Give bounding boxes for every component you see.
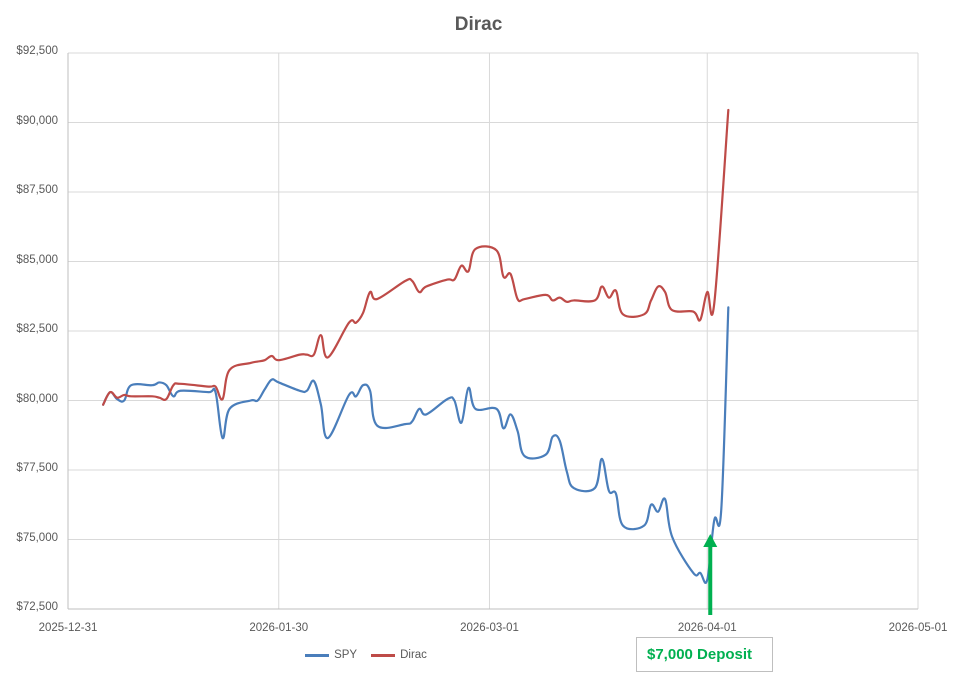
spy-swatch-icon (305, 653, 330, 657)
legend-label-spy: SPY (334, 649, 358, 661)
x-tick-label: 2026-05-01 (888, 622, 948, 634)
dirac-swatch-icon (371, 653, 396, 657)
up-arrow-icon (703, 534, 718, 615)
y-tick-label: $92,500 (16, 45, 58, 57)
chart-title: Dirac (454, 14, 503, 35)
y-tick-label: $90,000 (16, 114, 58, 127)
dirac-line (102, 108, 730, 406)
legend-item-dirac[interactable]: Dirac (371, 649, 427, 661)
x-tick-label: 2025-12-31 (38, 622, 98, 634)
axes (67, 53, 918, 610)
deposit-annotation-label: $7,000 Deposit (647, 646, 753, 663)
y-tick-label: $87,500 (16, 184, 58, 196)
y-tick-label: $85,000 (16, 253, 58, 266)
legend: SPY Dirac (0, 649, 957, 661)
y-tick-label: $72,500 (16, 601, 58, 613)
x-tick-label: 2026-04-01 (677, 622, 737, 634)
y-tick-label: $82,500 (16, 323, 58, 335)
y-tick-label: $75,000 (16, 531, 58, 544)
legend-item-spy[interactable]: SPY (305, 649, 357, 661)
legend-label-dirac: Dirac (400, 649, 427, 661)
y-tick-label: $77,500 (16, 462, 58, 474)
y-tick-label: $80,000 (16, 392, 58, 405)
x-tick-label: 2026-01-30 (249, 622, 309, 634)
spy-line (102, 306, 730, 585)
deposit-annotation: $7,000 Deposit (636, 637, 773, 672)
x-tick-label: 2026-03-01 (460, 622, 519, 634)
gridlines (68, 52, 919, 609)
